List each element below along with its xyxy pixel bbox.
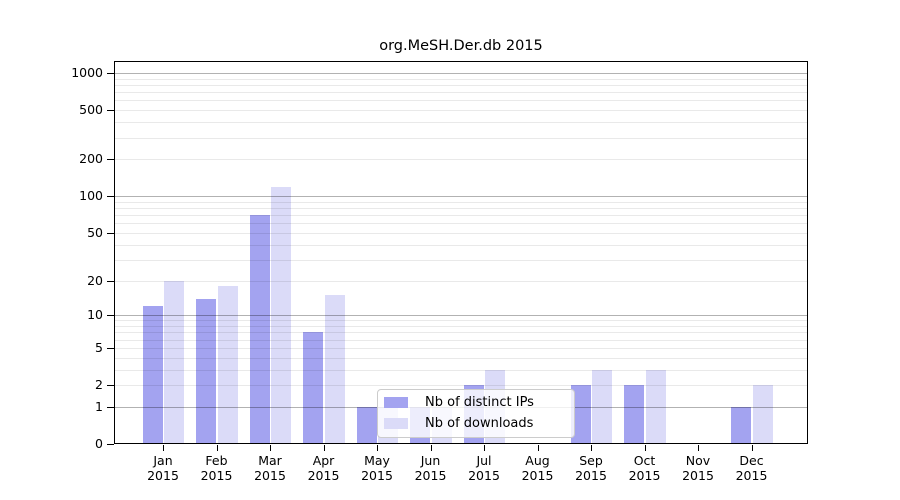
y-tick-label-50: 50 — [87, 224, 103, 240]
gridline-20 — [114, 280, 808, 282]
bar-distinct-ips-dec — [731, 406, 751, 444]
y-tick-label-1: 1 — [95, 398, 103, 414]
gridline-700 — [114, 92, 808, 94]
bar-distinct-ips-jan — [142, 306, 163, 444]
bar-distinct-ips-oct — [624, 385, 644, 444]
y-tick-0 — [107, 444, 114, 445]
gridline-70 — [114, 215, 808, 217]
bar-downloads-dec — [752, 385, 773, 444]
y-tick-200 — [107, 159, 114, 161]
x-tick-label-apr: Apr 2015 — [307, 453, 340, 483]
bar-downloads-apr — [324, 295, 345, 444]
bar-distinct-ips-mar — [249, 215, 270, 444]
gridline-300 — [114, 137, 808, 139]
x-tick-label-aug: Aug 2015 — [521, 453, 554, 483]
gridline-50 — [114, 232, 808, 234]
x-tick-label-feb: Feb 2015 — [200, 453, 233, 483]
gridline-600 — [114, 100, 808, 102]
y-tick-label-1000: 1000 — [71, 65, 103, 80]
gridline-400 — [114, 122, 808, 124]
bar-distinct-ips-feb — [196, 298, 216, 444]
legend-swatch-downloads-icon — [384, 418, 408, 429]
gridline-80 — [114, 208, 808, 209]
x-tick-may — [377, 445, 378, 451]
bar-downloads-feb — [217, 285, 238, 444]
y-tick-1000 — [107, 73, 114, 74]
gridline-900 — [114, 78, 808, 80]
gridline-500 — [114, 110, 808, 112]
y-tick-20 — [107, 280, 114, 282]
gridline-100 — [114, 196, 808, 198]
x-tick-jan — [163, 445, 164, 451]
x-tick-dec — [751, 445, 753, 451]
x-tick-label-nov: Nov 2015 — [682, 453, 714, 483]
y-tick-10 — [107, 315, 114, 317]
chart-title: org.MeSH.Der.db 2015 — [379, 38, 543, 54]
gridline-60 — [114, 223, 808, 225]
x-tick-sep — [591, 445, 592, 451]
x-tick-label-mar: Mar 2015 — [254, 453, 286, 483]
legend-item-downloads: Nb of downloads — [384, 415, 565, 432]
gridline-200 — [114, 159, 808, 161]
y-tick-5 — [107, 347, 114, 349]
legend-label-distinct-ips: Nb of distinct IPs — [425, 395, 534, 410]
x-tick-aug — [537, 445, 539, 451]
x-tick-label-sep: Sep 2015 — [575, 453, 607, 483]
x-tick-label-jun: Jun 2015 — [414, 453, 447, 483]
bar-distinct-ips-sep — [570, 385, 591, 444]
y-tick-2 — [107, 385, 114, 386]
x-tick-jun — [430, 445, 432, 451]
x-tick-apr — [323, 445, 325, 451]
y-tick-label-100: 100 — [79, 188, 103, 204]
gridline-800 — [114, 85, 808, 86]
x-tick-label-jan: Jan 2015 — [147, 453, 179, 483]
gridline-30 — [114, 259, 808, 261]
x-tick-mar — [270, 445, 271, 451]
bar-downloads-mar — [271, 186, 291, 444]
legend-label-downloads: Nb of downloads — [425, 416, 534, 431]
x-tick-oct — [644, 445, 646, 451]
gridline-1000 — [114, 73, 808, 74]
y-tick-label-2: 2 — [95, 377, 103, 392]
legend-swatch-distinct-ips-icon — [384, 397, 408, 408]
plot-area: Nb of distinct IPs Nb of downloads — [114, 61, 808, 444]
bar-distinct-ips-may — [356, 406, 377, 444]
y-tick-label-5: 5 — [95, 339, 103, 355]
bar-downloads-sep — [592, 369, 612, 444]
x-tick-nov — [698, 445, 699, 451]
x-tick-label-oct: Oct 2015 — [628, 453, 661, 483]
x-tick-label-may: May 2015 — [361, 453, 393, 483]
y-tick-1 — [107, 406, 114, 408]
y-tick-50 — [107, 232, 114, 234]
x-tick-label-jul: Jul 2015 — [468, 453, 500, 483]
y-tick-100 — [107, 196, 114, 198]
bar-downloads-jan — [164, 280, 184, 444]
x-tick-jul — [484, 445, 485, 451]
y-tick-label-200: 200 — [79, 151, 103, 167]
bar-downloads-oct — [645, 369, 666, 444]
y-tick-500 — [107, 110, 114, 112]
y-tick-label-20: 20 — [87, 272, 103, 288]
y-tick-label-10: 10 — [87, 307, 103, 323]
gridline-90 — [114, 201, 808, 203]
bar-distinct-ips-apr — [303, 332, 323, 444]
y-tick-label-0: 0 — [95, 436, 103, 451]
x-tick-label-dec: Dec 2015 — [735, 453, 768, 483]
legend-item-distinct-ips: Nb of distinct IPs — [384, 394, 565, 411]
legend: Nb of distinct IPs Nb of downloads — [377, 389, 575, 438]
y-tick-label-500: 500 — [79, 102, 103, 118]
x-tick-feb — [216, 445, 218, 451]
gridline-40 — [114, 244, 808, 246]
